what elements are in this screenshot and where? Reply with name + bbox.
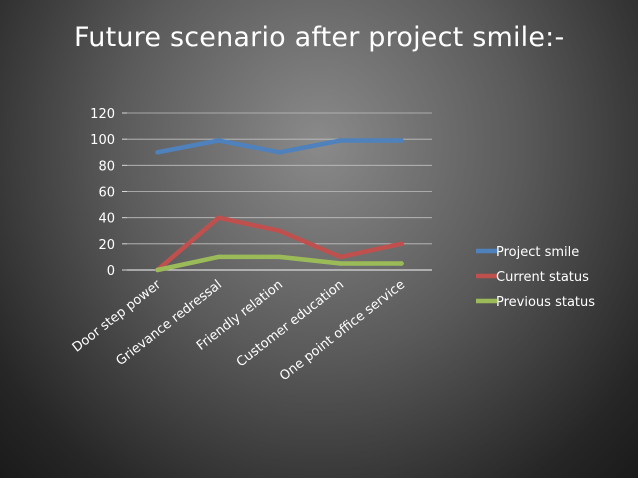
y-tick-label: 20 — [98, 238, 115, 253]
data-point — [216, 215, 221, 220]
y-axis-ticks: 0 20 40 60 80 100 120 — [90, 107, 115, 279]
y-tick-label: 80 — [98, 159, 115, 174]
data-point — [277, 254, 282, 260]
data-point — [155, 150, 160, 155]
x-tick-label: One point office service — [277, 277, 408, 384]
data-point — [399, 241, 404, 247]
y-tick-label: 60 — [98, 186, 115, 201]
legend: Project smile Current status Previous stat… — [476, 245, 595, 310]
x-tick-label: Customer education — [234, 277, 347, 370]
y-tick-label: 0 — [107, 264, 115, 279]
y-tick-label: 40 — [98, 212, 115, 227]
data-point — [338, 138, 343, 143]
data-point — [277, 150, 282, 155]
series-lines — [155, 138, 404, 273]
data-point — [155, 267, 160, 273]
data-point — [338, 261, 343, 266]
legend-label: Current status — [496, 270, 589, 285]
legend-label: Project smile — [496, 245, 579, 260]
y-tick-label: 120 — [90, 107, 115, 122]
data-point — [399, 261, 404, 266]
slide-title: Future scenario after project smile:- — [74, 22, 565, 53]
legend-label: Previous status — [496, 295, 595, 310]
data-point — [216, 254, 221, 260]
y-tick-label: 100 — [90, 133, 115, 148]
data-point — [216, 138, 221, 143]
data-point — [277, 228, 282, 233]
x-tick-label: Grievance redressal — [114, 277, 225, 369]
data-point — [338, 254, 343, 260]
data-point — [399, 138, 404, 143]
